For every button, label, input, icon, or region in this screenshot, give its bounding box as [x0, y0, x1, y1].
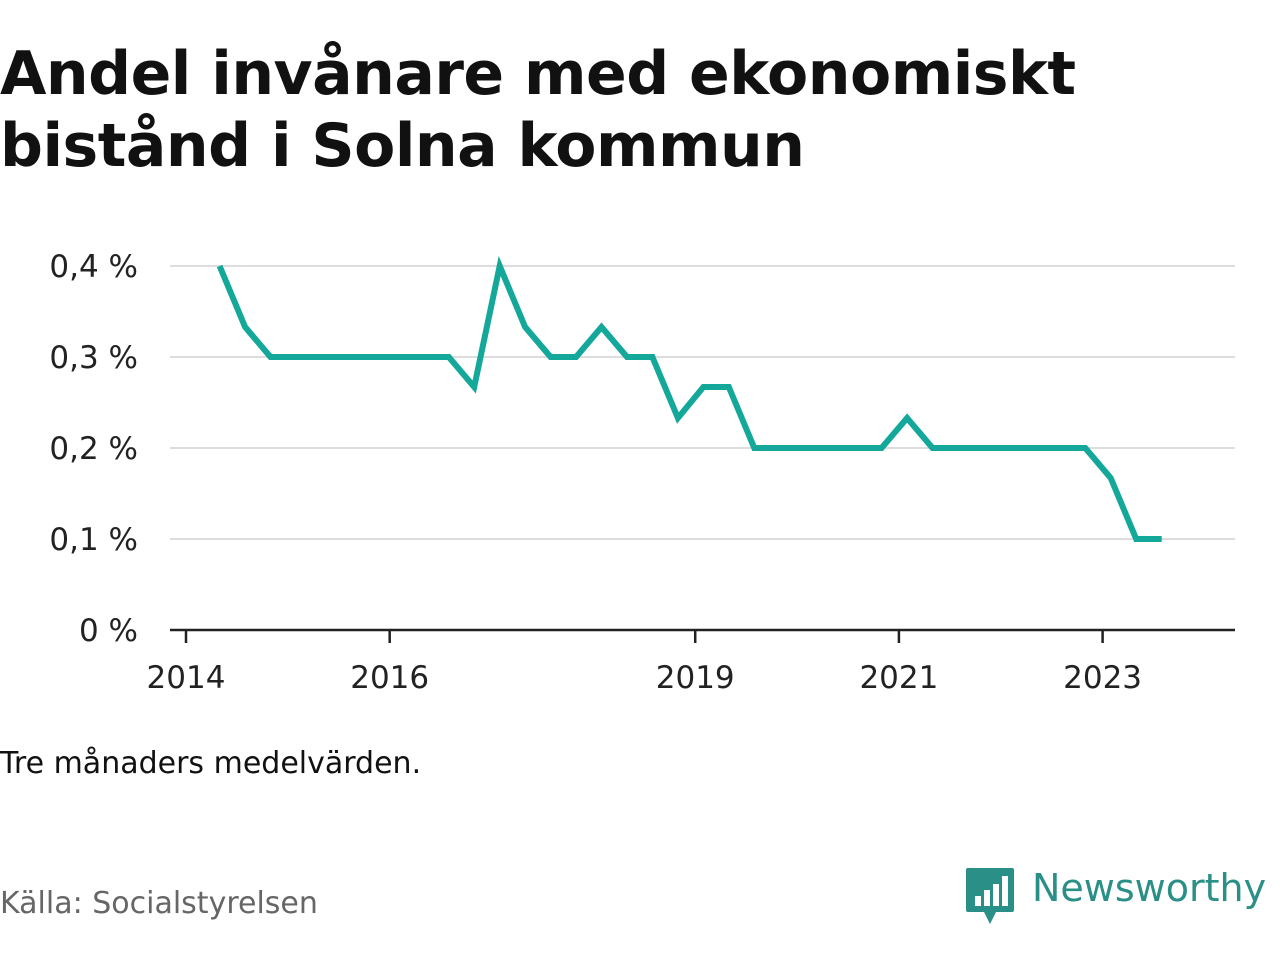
gridlines	[170, 265, 1235, 540]
chart-note: Tre månaders medelvärden.	[0, 746, 422, 781]
line-chart: 2014 2016 2019 2021 2023 0 %0,1 %0,2 %0,3 %0…	[49, 249, 1235, 696]
y-tick-label: 0,2 %	[49, 431, 138, 467]
y-axis-labels: 0 % 0,1 % 0,2 % 0,3 % 0,4 %	[49, 249, 138, 649]
series-layer	[216, 255, 1162, 542]
chart-title: Andel invånare med ekonomiskt bistånd i …	[0, 39, 1076, 181]
x-axis: 2014 2016 2019 2021 2023	[147, 628, 1235, 696]
brand-logo: Newsworthy	[964, 864, 1276, 928]
x-tick-label: 2016	[350, 660, 429, 696]
source-text: Källa: Socialstyrelsen	[0, 886, 318, 921]
x-tick-label: 2021	[859, 660, 938, 696]
y-tick-label: 0,1 %	[49, 522, 138, 558]
x-tick-label: 2019	[656, 660, 735, 696]
y-tick-label: 0 %	[79, 613, 138, 649]
x-tick-label: 2014	[147, 660, 226, 696]
x-tick-label: 2023	[1063, 660, 1142, 696]
newsworthy-logo-icon	[966, 868, 1014, 924]
y-tick-label: 0,4 %	[49, 249, 138, 285]
brand-name: Newsworthy	[1032, 866, 1267, 910]
series-line	[216, 255, 1162, 542]
y-tick-label: 0,3 %	[49, 340, 138, 376]
